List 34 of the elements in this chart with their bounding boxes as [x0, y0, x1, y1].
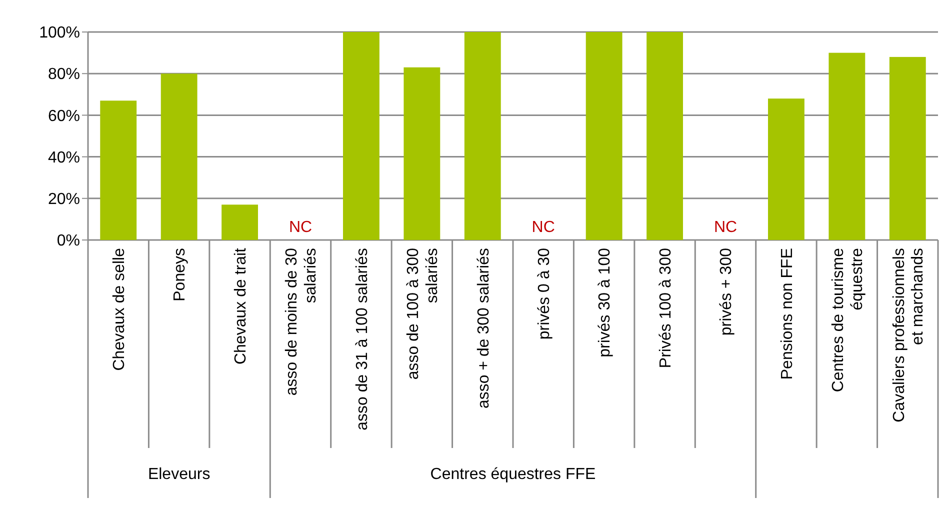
y-tick-label: 40%	[48, 149, 80, 166]
bar	[768, 98, 804, 240]
y-tick-label: 0%	[56, 232, 80, 250]
x-tick-label: Pensions non FFE	[778, 248, 796, 380]
x-tick-label: Privés 100 à 300	[657, 248, 674, 368]
x-tick-label: asso + de 300 salariés	[475, 248, 492, 409]
bar	[646, 32, 683, 240]
x-tick-label: Chevaux de selle	[110, 248, 128, 371]
x-tick-label: asso de 31 à 100 salariés	[354, 248, 371, 430]
y-tick-label: 20%	[48, 191, 80, 208]
bar	[343, 32, 380, 240]
x-tick-label: privés 0 à 30	[536, 248, 553, 340]
x-tick-label: Chevaux de trait	[232, 247, 250, 365]
text: NC	[532, 219, 555, 236]
bar	[404, 67, 440, 240]
text: NC	[714, 219, 738, 236]
bar	[222, 204, 258, 240]
y-tick-label: 80%	[48, 66, 80, 84]
x-tick-label: Centres de tourisme équestre	[830, 248, 866, 392]
x-tick-label: privés + 300	[718, 248, 736, 336]
x-tick-label: asso de moins de 30 salariés	[284, 248, 320, 396]
bar	[160, 74, 198, 240]
y-tick-label: 100%	[39, 24, 80, 42]
text: NC	[288, 219, 312, 236]
bar	[100, 100, 137, 240]
bar	[464, 32, 501, 240]
bar	[889, 56, 926, 240]
bar	[828, 52, 866, 240]
y-tick-label: 60%	[48, 108, 80, 125]
x-tick-label: privés 30 à 100	[596, 248, 614, 358]
bar	[586, 32, 622, 240]
text: Eleveurs	[148, 466, 210, 483]
text: Centres équestres FFE	[430, 466, 596, 483]
x-tick-label: Poneys	[172, 248, 189, 302]
